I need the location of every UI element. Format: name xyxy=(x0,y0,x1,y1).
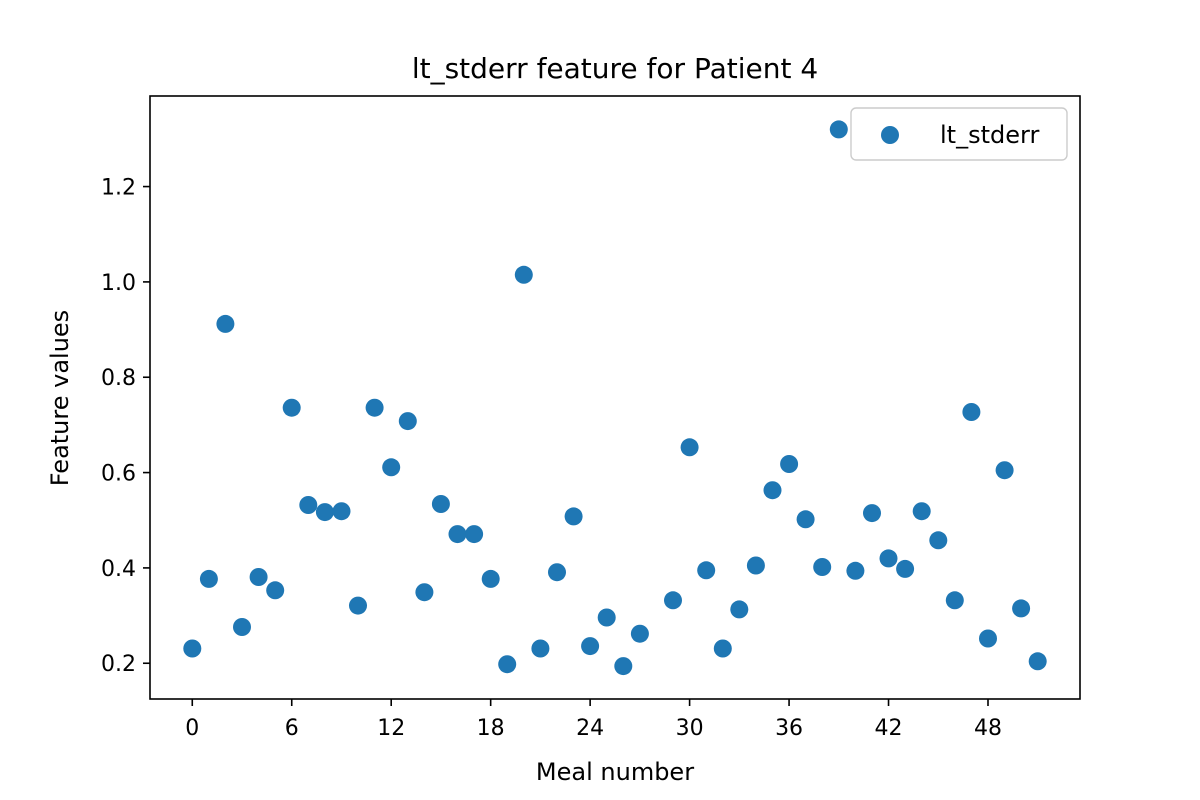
data-point xyxy=(199,569,218,588)
data-point xyxy=(233,618,251,636)
legend-label: lt_stderr xyxy=(940,121,1039,149)
data-point xyxy=(846,561,865,580)
legend-marker xyxy=(881,126,899,144)
data-point xyxy=(746,556,765,575)
x-tick-label: 48 xyxy=(974,716,1002,741)
data-point xyxy=(597,608,616,627)
y-tick-label: 1.2 xyxy=(101,176,136,201)
chart-title: lt_stderr feature for Patient 4 xyxy=(412,52,818,85)
y-tick-label: 1.0 xyxy=(101,271,136,296)
x-tick-label: 12 xyxy=(377,716,405,741)
y-tick-label: 0.2 xyxy=(101,652,136,677)
data-point xyxy=(664,591,682,610)
data-point xyxy=(896,559,915,578)
x-axis-label: Meal number xyxy=(536,758,694,786)
data-point xyxy=(614,657,633,676)
legend: lt_stderr xyxy=(850,107,1068,161)
data-point xyxy=(979,629,997,648)
data-point xyxy=(829,120,848,139)
x-tick-label: 30 xyxy=(676,716,704,741)
data-point xyxy=(431,495,450,513)
data-point xyxy=(514,265,533,284)
data-point xyxy=(282,398,301,417)
data-point xyxy=(382,458,401,477)
data-point xyxy=(315,503,334,522)
data-point xyxy=(249,568,268,586)
data-point xyxy=(481,569,500,588)
data-point xyxy=(548,563,566,582)
data-point xyxy=(299,496,318,514)
data-point xyxy=(465,525,484,544)
y-tick-label: 0.8 xyxy=(101,366,136,391)
data-point xyxy=(1012,599,1031,618)
y-tick-label: 0.6 xyxy=(101,462,136,487)
data-point xyxy=(713,639,732,658)
data-point xyxy=(216,314,235,333)
data-point xyxy=(266,581,285,600)
data-point xyxy=(630,624,649,643)
data-point xyxy=(929,531,948,550)
y-tick-label: 0.4 xyxy=(101,557,136,582)
legend-box xyxy=(850,107,1068,161)
data-point xyxy=(365,398,384,417)
data-point xyxy=(962,403,981,421)
data-point xyxy=(912,502,931,521)
data-point xyxy=(183,639,202,658)
data-point xyxy=(763,481,782,500)
x-tick-label: 36 xyxy=(775,716,803,741)
data-point xyxy=(697,561,716,580)
data-point xyxy=(680,438,699,457)
data-point xyxy=(332,502,351,521)
data-point xyxy=(995,461,1014,480)
data-point xyxy=(730,600,749,619)
data-point xyxy=(564,507,583,526)
plot-frame xyxy=(149,95,1081,700)
data-points xyxy=(183,120,1047,676)
x-tick-label: 6 xyxy=(285,716,299,741)
data-point xyxy=(498,655,517,674)
data-point xyxy=(581,637,600,656)
data-point xyxy=(349,596,367,615)
data-point xyxy=(796,510,815,529)
x-tick-label: 24 xyxy=(576,716,604,741)
x-axis-ticks: 0 6 12 18 24 30 36 42 48 xyxy=(185,699,1002,741)
x-tick-label: 42 xyxy=(875,716,903,741)
data-point xyxy=(945,591,964,610)
data-point xyxy=(813,558,832,576)
data-point xyxy=(398,412,417,431)
data-point xyxy=(780,455,799,473)
data-point xyxy=(879,549,898,568)
data-point xyxy=(531,639,550,658)
data-point xyxy=(863,504,881,523)
x-tick-label: 18 xyxy=(477,716,505,741)
y-axis-ticks: 0.2 0.4 0.6 0.8 1.0 1.2 xyxy=(101,176,150,677)
data-point xyxy=(448,525,467,544)
y-axis-label: Feature values xyxy=(46,310,74,486)
x-tick-label: 0 xyxy=(185,716,199,741)
data-point xyxy=(415,583,434,602)
data-point xyxy=(1028,652,1047,671)
